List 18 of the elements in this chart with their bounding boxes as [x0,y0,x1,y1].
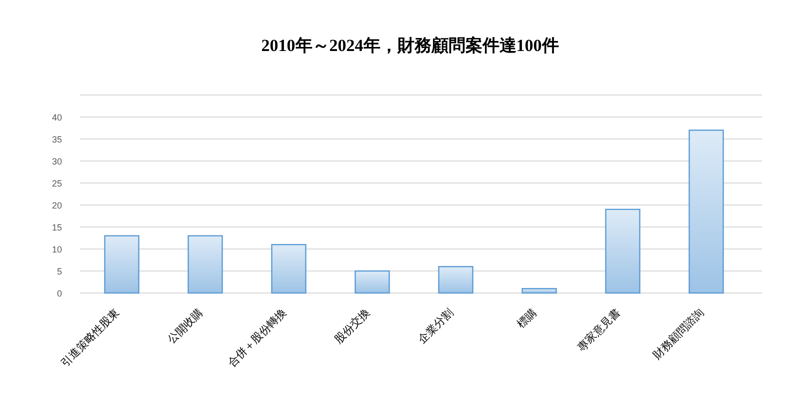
x-tick-label: 引進策略性股東 [58,306,122,370]
y-tick-label: 30 [52,156,62,166]
chart-title: 2010年～2024年，財務顧問案件達100件 [261,35,559,55]
x-tick-label: 股份交換 [332,306,372,346]
x-tick-label: 專家意見書 [574,306,623,354]
y-tick-label: 25 [52,178,62,188]
x-tick-label: 財務顧問諮詢 [650,306,706,362]
y-tick-label: 0 [56,288,62,298]
y-tick-label: 5 [56,266,62,276]
y-tick-label: 10 [52,244,62,254]
y-tick-label: 15 [52,222,62,232]
x-tick-label: 合併＋股份轉換 [225,306,289,370]
y-tick-label: 20 [52,200,62,210]
x-tick-label: 標購 [514,306,540,331]
y-tick-label: 40 [52,112,62,122]
x-tick-label: 企業分割 [416,306,456,346]
y-tick-label: 35 [52,134,62,144]
x-tick-label: 公開收購 [165,306,206,346]
